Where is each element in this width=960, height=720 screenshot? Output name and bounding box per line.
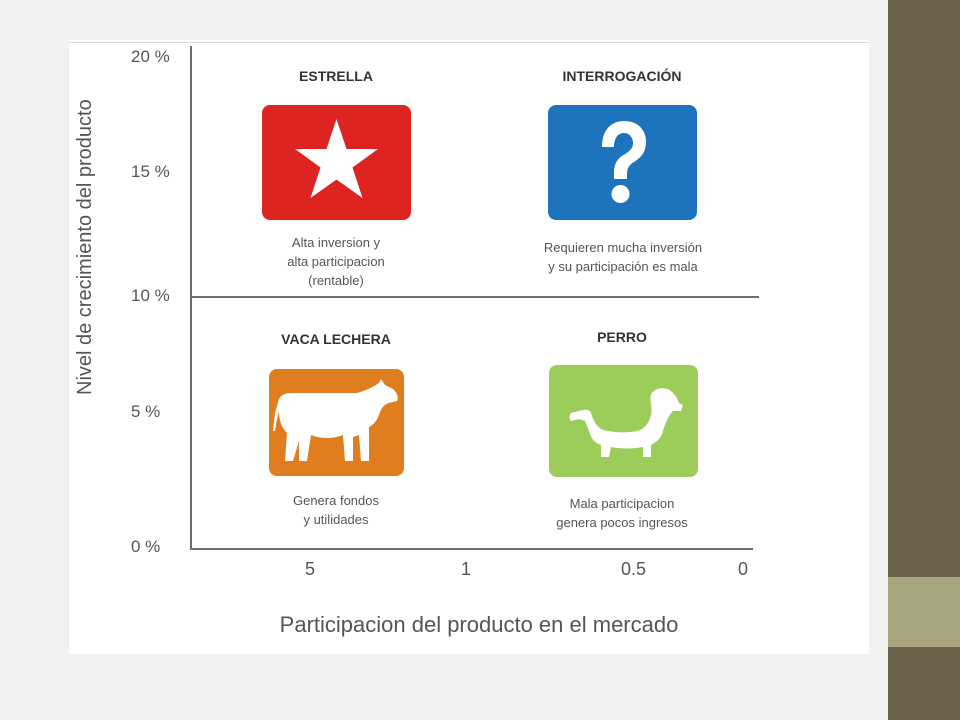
description-line: Requieren mucha inversión	[543, 240, 703, 255]
star-icon	[295, 119, 378, 198]
interrogacion-icon-box	[548, 105, 697, 220]
y-axis-title: Nivel de crecimiento del producto	[74, 99, 96, 395]
dog-icon	[569, 388, 683, 457]
estrella-icon-box	[262, 105, 411, 220]
estrella-description: Alta inversion y alta participacion (ren…	[216, 233, 456, 290]
x-tick-label: 0	[738, 559, 749, 579]
y-tick-label: 0 %	[131, 537, 161, 556]
y-axis-line	[190, 46, 192, 550]
top-border-line	[69, 42, 869, 43]
x-tick-label: 5	[305, 559, 316, 579]
x-tick-label: 1	[461, 559, 472, 579]
y-tick-label: 15 %	[131, 162, 170, 181]
question-mark-icon	[602, 121, 646, 203]
perro-title: PERRO	[597, 329, 647, 345]
x-tick-label: 0.5	[621, 559, 647, 579]
quadrant-divider-line	[190, 296, 759, 298]
slide-side-bar-top	[888, 0, 960, 577]
perro-description: Mala participacion genera pocos ingresos	[502, 494, 742, 532]
y-tick-label: 10 %	[131, 286, 170, 305]
interrogacion-description: Requieren mucha inversión y su participa…	[503, 238, 743, 276]
description-line: alta participacion	[287, 254, 385, 269]
description-line: genera pocos ingresos	[556, 515, 688, 530]
vaca-lechera-title: VACA LECHERA	[281, 331, 391, 347]
slide-side-bar-bottom	[888, 647, 960, 720]
description-line: Mala participacion	[569, 496, 675, 511]
bcg-matrix-image: 20 % 15 % 10 % 5 % 0 % 5 1 0.5 0 Nivel d…	[69, 40, 869, 654]
description-line: y su participación es mala	[548, 259, 698, 274]
y-tick-label: 20 %	[131, 47, 170, 66]
perro-icon-box	[549, 365, 698, 477]
description-line: Genera fondos	[292, 493, 379, 508]
cow-icon	[273, 379, 398, 461]
vaca-lechera-icon-box	[269, 369, 404, 476]
x-axis-title: Participacion del producto en el mercado	[279, 612, 679, 637]
description-line: (rentable)	[308, 273, 364, 288]
description-line: Alta inversion y	[291, 235, 381, 250]
vaca-lechera-description: Genera fondos y utilidades	[216, 491, 456, 529]
x-axis-line	[190, 548, 753, 550]
description-line: y utilidades	[303, 512, 369, 527]
y-tick-label: 5 %	[131, 402, 161, 421]
slide-side-bar-accent	[888, 577, 960, 647]
interrogacion-title: INTERROGACIÓN	[562, 68, 682, 84]
estrella-title: ESTRELLA	[299, 68, 373, 84]
